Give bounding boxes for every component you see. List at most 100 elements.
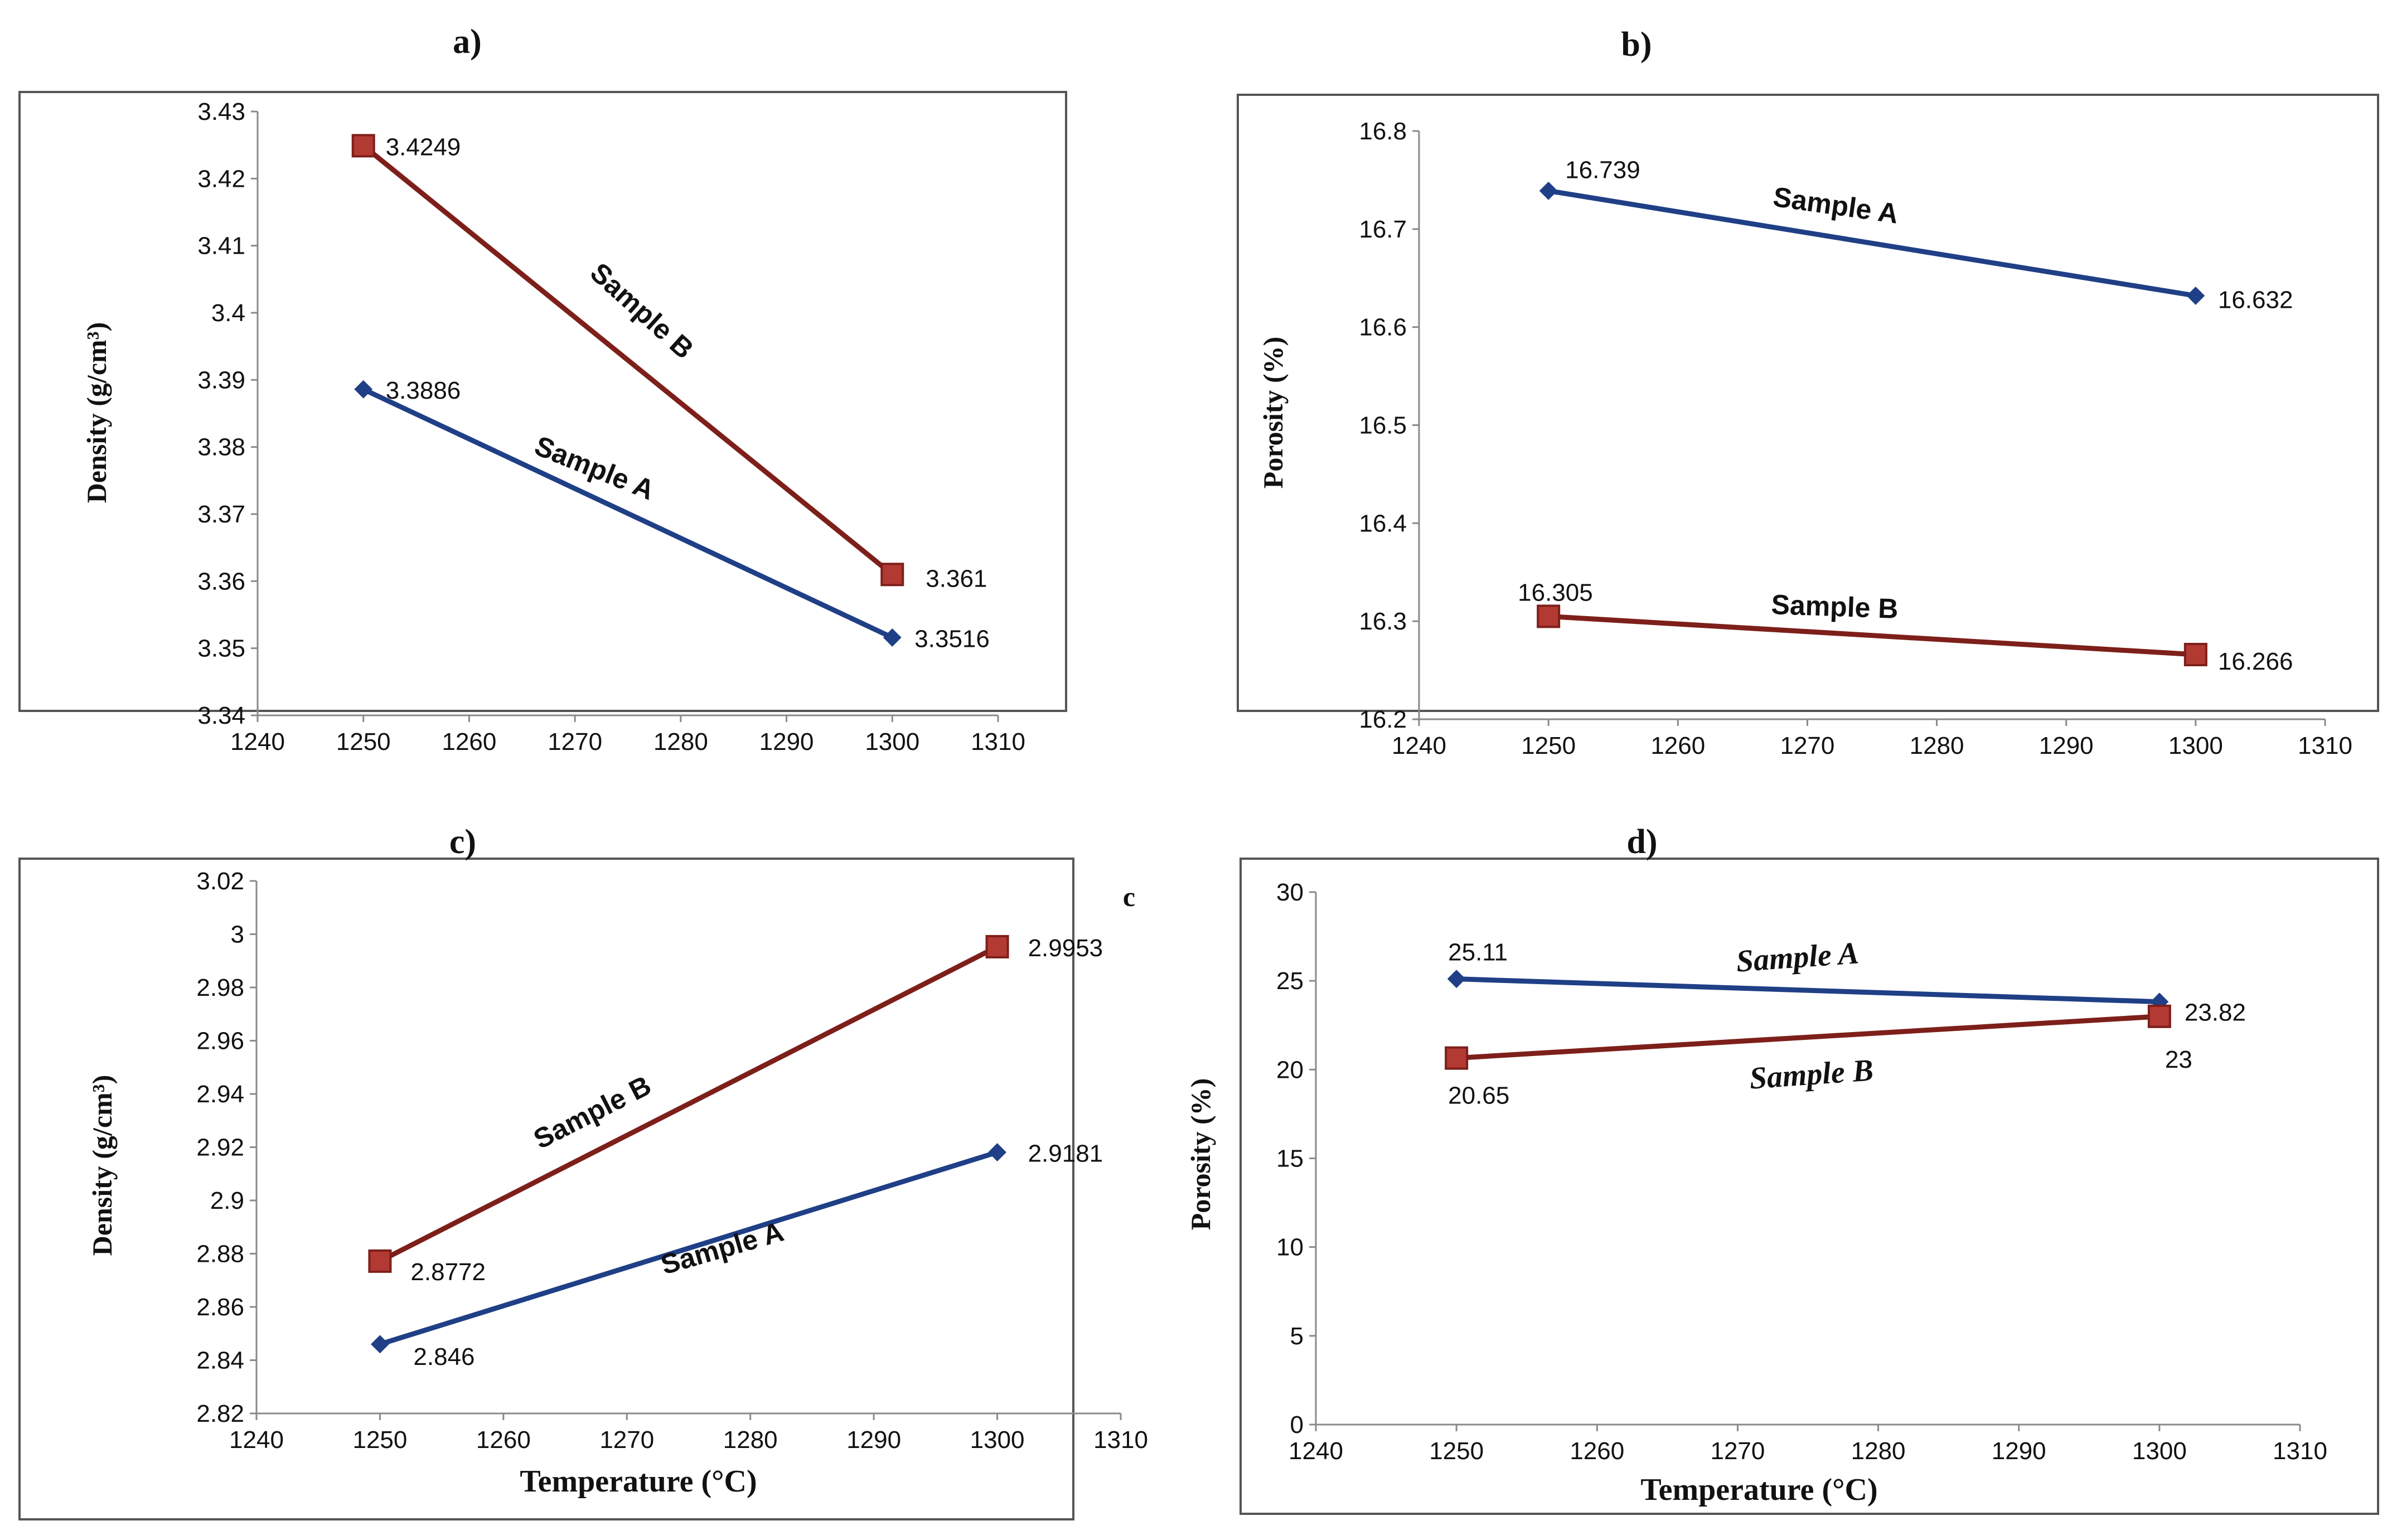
data-point-sample-b	[351, 134, 375, 158]
y-axis-label: Density (g/cm³)	[81, 322, 112, 503]
y-axis-label: Density (g/cm³)	[86, 1075, 118, 1256]
x-tick-label: 1250	[1521, 732, 1576, 759]
y-tick-label: 3.36	[197, 568, 245, 595]
data-point-sample-b	[985, 934, 1009, 958]
y-tick-label: 2.98	[196, 974, 244, 1001]
y-tick-label: 5	[1290, 1323, 1304, 1350]
x-tick-label: 1260	[476, 1426, 531, 1454]
y-tick-label: 2.92	[196, 1134, 244, 1161]
y-tick-label: 3.39	[197, 366, 245, 394]
y-tick-label: 20	[1276, 1056, 1304, 1083]
series-line-sample-a	[1548, 188, 2196, 298]
panel-frame	[18, 91, 1067, 712]
series-label: Sample B	[584, 256, 700, 365]
y-tick-label: 30	[1276, 879, 1304, 906]
x-tick-label: 1250	[1429, 1437, 1484, 1465]
data-label: 16.739	[1565, 156, 1640, 183]
panel-title: b)	[1621, 26, 1652, 64]
series-line-sample-b	[361, 143, 894, 577]
x-axis-label: Temperature (°C)	[520, 1464, 757, 1499]
data-label: 3.4249	[386, 133, 461, 161]
chart-panel-c: c) 2.82 2.84 2.86 2.88 2.9 2.92 2.94 2.96 2.98 3 3.…	[18, 823, 1148, 1520]
x-tick-label: 1270	[599, 1426, 654, 1454]
x-tick-label: 1300	[2132, 1437, 2187, 1465]
data-point-sample-a	[354, 380, 373, 399]
x-axis-label: Temperature (°C)	[1640, 1473, 1877, 1507]
data-label: 2.8772	[410, 1258, 486, 1286]
panel-title: d)	[1626, 823, 1657, 861]
y-tick-label: 2.84	[196, 1347, 244, 1374]
data-point-sample-a	[371, 1335, 389, 1354]
y-tick-label: 3.41	[197, 233, 245, 260]
data-point-sample-b	[1537, 604, 1561, 628]
data-label: 25.11	[1448, 939, 1508, 966]
y-tick-label: 2.9	[210, 1187, 244, 1214]
series-line-sample-a	[1456, 976, 2160, 1005]
y-tick-label: 25	[1276, 967, 1304, 995]
y-tick-label: 16.2	[1359, 706, 1407, 733]
data-label: 16.305	[1518, 579, 1593, 606]
x-tick-label: 1280	[1910, 732, 1964, 759]
y-tick-label: 16.5	[1359, 412, 1407, 439]
y-tick-label: 2.94	[196, 1081, 244, 1108]
x-tick-label: 1310	[2273, 1437, 2327, 1465]
y-tick-label: 15	[1276, 1145, 1304, 1173]
series-label: Sample B	[529, 1069, 656, 1155]
y-tick-label: 16.3	[1359, 608, 1407, 635]
x-tick-label: 1290	[2039, 732, 2094, 759]
x-tick-label: 1290	[759, 728, 814, 756]
y-tick-label: 3.35	[197, 635, 245, 662]
y-tick-label: 3.38	[197, 434, 245, 461]
data-label: 23	[2165, 1046, 2192, 1073]
series-label: Sample A	[657, 1216, 787, 1281]
y-tick-label: 2.86	[196, 1294, 244, 1321]
chart-panel-d: d) 0 5 10 15 20 25 30 1240 1250 1260 1270 1280 1290 13…	[1185, 823, 2379, 1515]
x-tick-label: 1250	[352, 1426, 407, 1454]
data-label: 3.3516	[914, 625, 990, 652]
x-tick-label: 1300	[970, 1426, 1025, 1454]
y-tick-label: 16.8	[1359, 118, 1407, 145]
x-tick-label: 1290	[846, 1426, 901, 1454]
data-label: 2.846	[413, 1343, 474, 1370]
y-tick-label: 3.02	[196, 868, 244, 895]
series-line-sample-a	[362, 387, 894, 640]
y-axis-label: Porosity (%)	[1257, 337, 1289, 489]
y-tick-label: 2.82	[196, 1400, 244, 1427]
series-line-sample-b	[1548, 613, 2196, 657]
data-point-sample-a	[1539, 181, 1558, 200]
y-tick-label: 3.34	[197, 702, 245, 729]
y-tick-label: 3	[231, 921, 244, 948]
series-label: Sample A	[530, 430, 659, 506]
series-label: Sample B	[1749, 1053, 1875, 1096]
x-tick-label: 1240	[229, 1426, 284, 1454]
x-tick-label: 1240	[1289, 1437, 1343, 1465]
x-tick-label: 1310	[971, 728, 1025, 756]
x-tick-label: 1270	[1780, 732, 1834, 759]
data-point-sample-b	[1445, 1046, 1469, 1070]
y-tick-label: 2.96	[196, 1028, 244, 1055]
corner-label: c	[1123, 881, 1135, 912]
y-axis-label: Porosity (%)	[1185, 1078, 1216, 1231]
y-tick-label: 3.43	[197, 98, 245, 125]
y-tick-label: 3.37	[197, 501, 245, 528]
x-tick-label: 1280	[723, 1426, 778, 1454]
data-point-sample-b	[2147, 1004, 2171, 1028]
data-label: 3.361	[926, 565, 987, 592]
data-point-sample-a	[1447, 970, 1466, 989]
series-label: Sample B	[1771, 589, 1899, 624]
y-tick-label: 3.42	[197, 165, 245, 192]
data-point-sample-b	[880, 563, 904, 587]
y-tick-label: 0	[1290, 1411, 1304, 1439]
y-tick-label: 16.7	[1359, 216, 1407, 243]
x-tick-label: 1290	[1992, 1437, 2046, 1465]
x-tick-label: 1310	[1093, 1426, 1148, 1454]
panel-title: c)	[449, 823, 476, 861]
panel-frame	[18, 858, 1074, 1520]
x-tick-label: 1300	[865, 728, 919, 756]
panel-frame	[1239, 858, 2379, 1515]
data-label: 23.82	[2185, 999, 2246, 1026]
data-label: 16.632	[2218, 286, 2293, 313]
data-point-sample-a	[883, 628, 902, 647]
x-tick-label: 1260	[442, 728, 496, 756]
